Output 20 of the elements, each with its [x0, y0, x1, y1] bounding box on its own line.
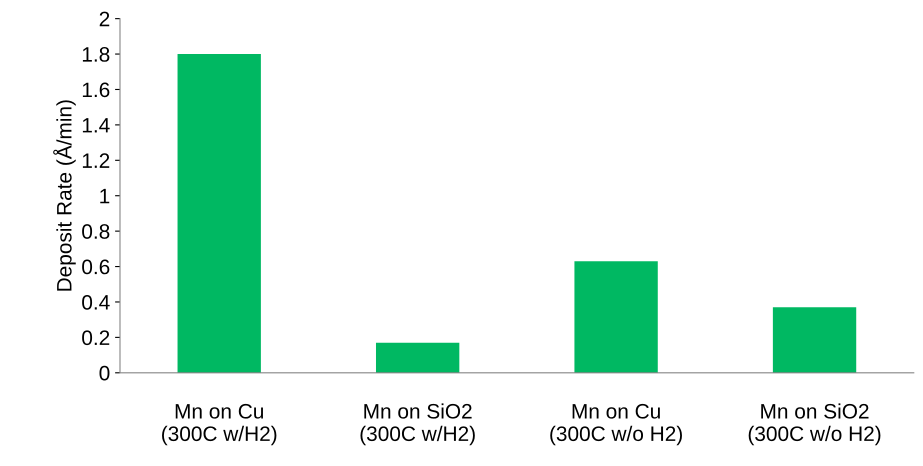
bar: [574, 261, 658, 373]
x-tick-label: Mn on Cu (300C w/H2): [162, 404, 276, 446]
x-tick-label: Mn on SiO2 (300C w/o H2): [748, 403, 880, 446]
y-tick-label: 1.8: [82, 47, 110, 62]
y-tick-label: 1.4: [82, 118, 110, 132]
y-tick-label: 0: [99, 366, 110, 381]
y-tick-label: 1.6: [82, 82, 110, 98]
y-axis-title: Deposit Rate (Å/min): [53, 100, 76, 291]
x-tick-label: Mn on SiO2 (300C w/H2): [360, 403, 475, 446]
y-tick-label: 1: [100, 188, 110, 204]
bar: [772, 307, 856, 373]
bar: [376, 342, 460, 373]
y-tick-label: 0.8: [82, 224, 110, 239]
y-tick-label: 1.2: [82, 153, 110, 168]
y-tick-label: 0.6: [82, 260, 110, 274]
y-tick-label: 0.2: [82, 330, 110, 346]
bar: [178, 54, 261, 373]
y-tick-label: 0.4: [82, 294, 110, 310]
y-tick-label: 2: [100, 12, 110, 26]
x-tick-label: Mn on Cu (300C w/o H2): [550, 404, 682, 446]
